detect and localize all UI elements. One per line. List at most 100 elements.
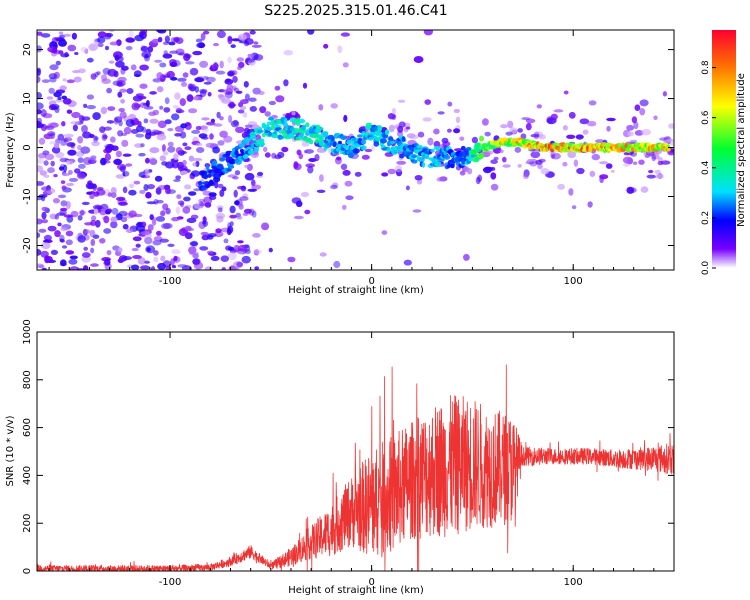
spectrogram-cell: [204, 202, 212, 208]
spectrogram-cell: [37, 45, 42, 53]
spectrogram-cell: [175, 147, 183, 154]
spectrogram-cell: [237, 240, 244, 244]
spectrogram-cell: [114, 54, 120, 62]
spectrogram-cell: [110, 192, 117, 199]
spectrogram-cell: [482, 166, 493, 174]
spectrogram-cell: [227, 252, 237, 261]
spectrogram-cell: [210, 255, 220, 262]
spectrogram-cell: [599, 174, 609, 180]
spectrogram-cell: [198, 42, 205, 49]
spectrogram-cell: [55, 98, 63, 103]
spectrogram-cell: [239, 196, 249, 201]
spectrogram-cell: [162, 260, 172, 268]
spectrogram-cell: [525, 118, 536, 124]
spectrogram-cell: [121, 132, 128, 137]
snr-xlabel: Height of straight line (km): [288, 585, 424, 596]
spectrogram-cell: [37, 165, 44, 172]
spectrogram-cell: [82, 265, 89, 270]
spectrogram-cell: [147, 224, 154, 231]
spectrogram-cell: [172, 104, 179, 109]
spectrogram-cell: [131, 102, 140, 111]
spectrogram-cell: [144, 168, 149, 172]
spectrogram-ridge-cell: [375, 132, 382, 137]
spectrogram-cell: [139, 83, 148, 89]
spectrogram-cell: [130, 129, 139, 134]
spectrogram-cell: [143, 106, 154, 110]
spectrogram-ridge-cell: [205, 164, 210, 171]
spectrogram-cell: [192, 50, 203, 56]
spectrogram-cell: [424, 99, 432, 105]
spectrogram-cell: [149, 91, 157, 95]
spectrogram-cell: [154, 59, 163, 63]
spectrogram-cell: [235, 126, 245, 133]
spectrogram-cell: [167, 128, 174, 132]
spectrogram-cell: [89, 193, 95, 200]
spectrogram-ridge-cell: [281, 130, 286, 136]
spectrogram-cell: [242, 112, 248, 118]
spectrogram-cell: [175, 109, 185, 114]
spectrogram-xtick-label: 100: [564, 276, 583, 287]
spectrogram-cell: [90, 73, 97, 80]
spectrogram-cell: [105, 32, 114, 38]
spectrogram-cell: [67, 149, 77, 156]
spectrogram-cell: [628, 187, 637, 193]
spectrogram-cell: [217, 183, 224, 189]
spectrogram-cell: [490, 172, 497, 180]
spectrogram-cell: [54, 230, 61, 238]
spectrogram-cell: [154, 175, 163, 182]
spectrogram-cell: [136, 221, 143, 226]
spectrogram-cell: [124, 170, 130, 177]
spectrogram-cell: [149, 147, 160, 154]
spectrogram-cell: [128, 30, 134, 38]
spectrogram-cell: [133, 74, 141, 77]
spectrogram-cell: [302, 82, 308, 89]
spectrogram-ridge-cell: [218, 157, 226, 162]
spectrogram-ridge-cell: [377, 125, 383, 131]
spectrogram-cell: [226, 71, 234, 77]
spectrogram-cell: [135, 225, 146, 232]
spectrogram-cell: [606, 125, 611, 132]
colorbar-scale: [712, 30, 736, 268]
spectrogram-cell: [251, 184, 262, 190]
spectrogram-cell: [333, 260, 341, 269]
spectrogram-cell: [406, 133, 416, 139]
spectrogram-cell: [304, 149, 315, 154]
spectrogram-cell: [319, 174, 324, 183]
spectrogram-cell: [268, 247, 273, 253]
spectrogram-cell: [318, 104, 324, 111]
spectrogram-cell: [207, 233, 217, 238]
spectrogram-cell: [536, 104, 542, 109]
spectrogram-cell: [48, 73, 58, 80]
spectrogram-cell: [160, 223, 171, 230]
spectrogram-cell: [397, 125, 404, 133]
spectrogram-cell: [180, 81, 188, 87]
spectrogram-cell: [130, 64, 137, 71]
spectrogram-cell: [115, 150, 122, 158]
spectrogram-cell: [234, 200, 240, 206]
spectrogram-cell: [80, 146, 91, 154]
spectrogram-cell: [662, 91, 668, 97]
spectrogram-cell: [41, 206, 49, 212]
spectrogram-cell: [223, 88, 233, 96]
spectrogram-ridge-cell: [411, 154, 418, 159]
spectrogram-cell: [68, 177, 79, 182]
spectrogram-cell: [490, 183, 499, 191]
spectrogram-ridge-cell: [666, 147, 671, 152]
spectrogram-ridge-cell: [319, 135, 324, 142]
spectrogram-cell: [119, 88, 127, 93]
spectrogram-cell: [89, 229, 96, 238]
spectrogram-ridge-cell: [474, 142, 482, 148]
spectrogram-cell: [238, 33, 247, 41]
colorbar-tick-label: 0.6: [701, 110, 711, 125]
spectrogram-cell: [171, 113, 180, 121]
spectrogram-cell: [57, 133, 65, 141]
spectrogram-ridge-cell: [207, 173, 212, 178]
spectrogram-cell: [214, 231, 224, 238]
spectrogram-cell: [171, 217, 180, 222]
spectrogram-cell: [412, 209, 422, 213]
spectrogram-cell: [57, 96, 62, 101]
spectrogram-cell: [397, 99, 406, 103]
colorbar-tick-label: 0.2: [701, 211, 711, 225]
spectrogram-cell: [174, 92, 181, 100]
spectrogram-cell: [229, 214, 237, 219]
